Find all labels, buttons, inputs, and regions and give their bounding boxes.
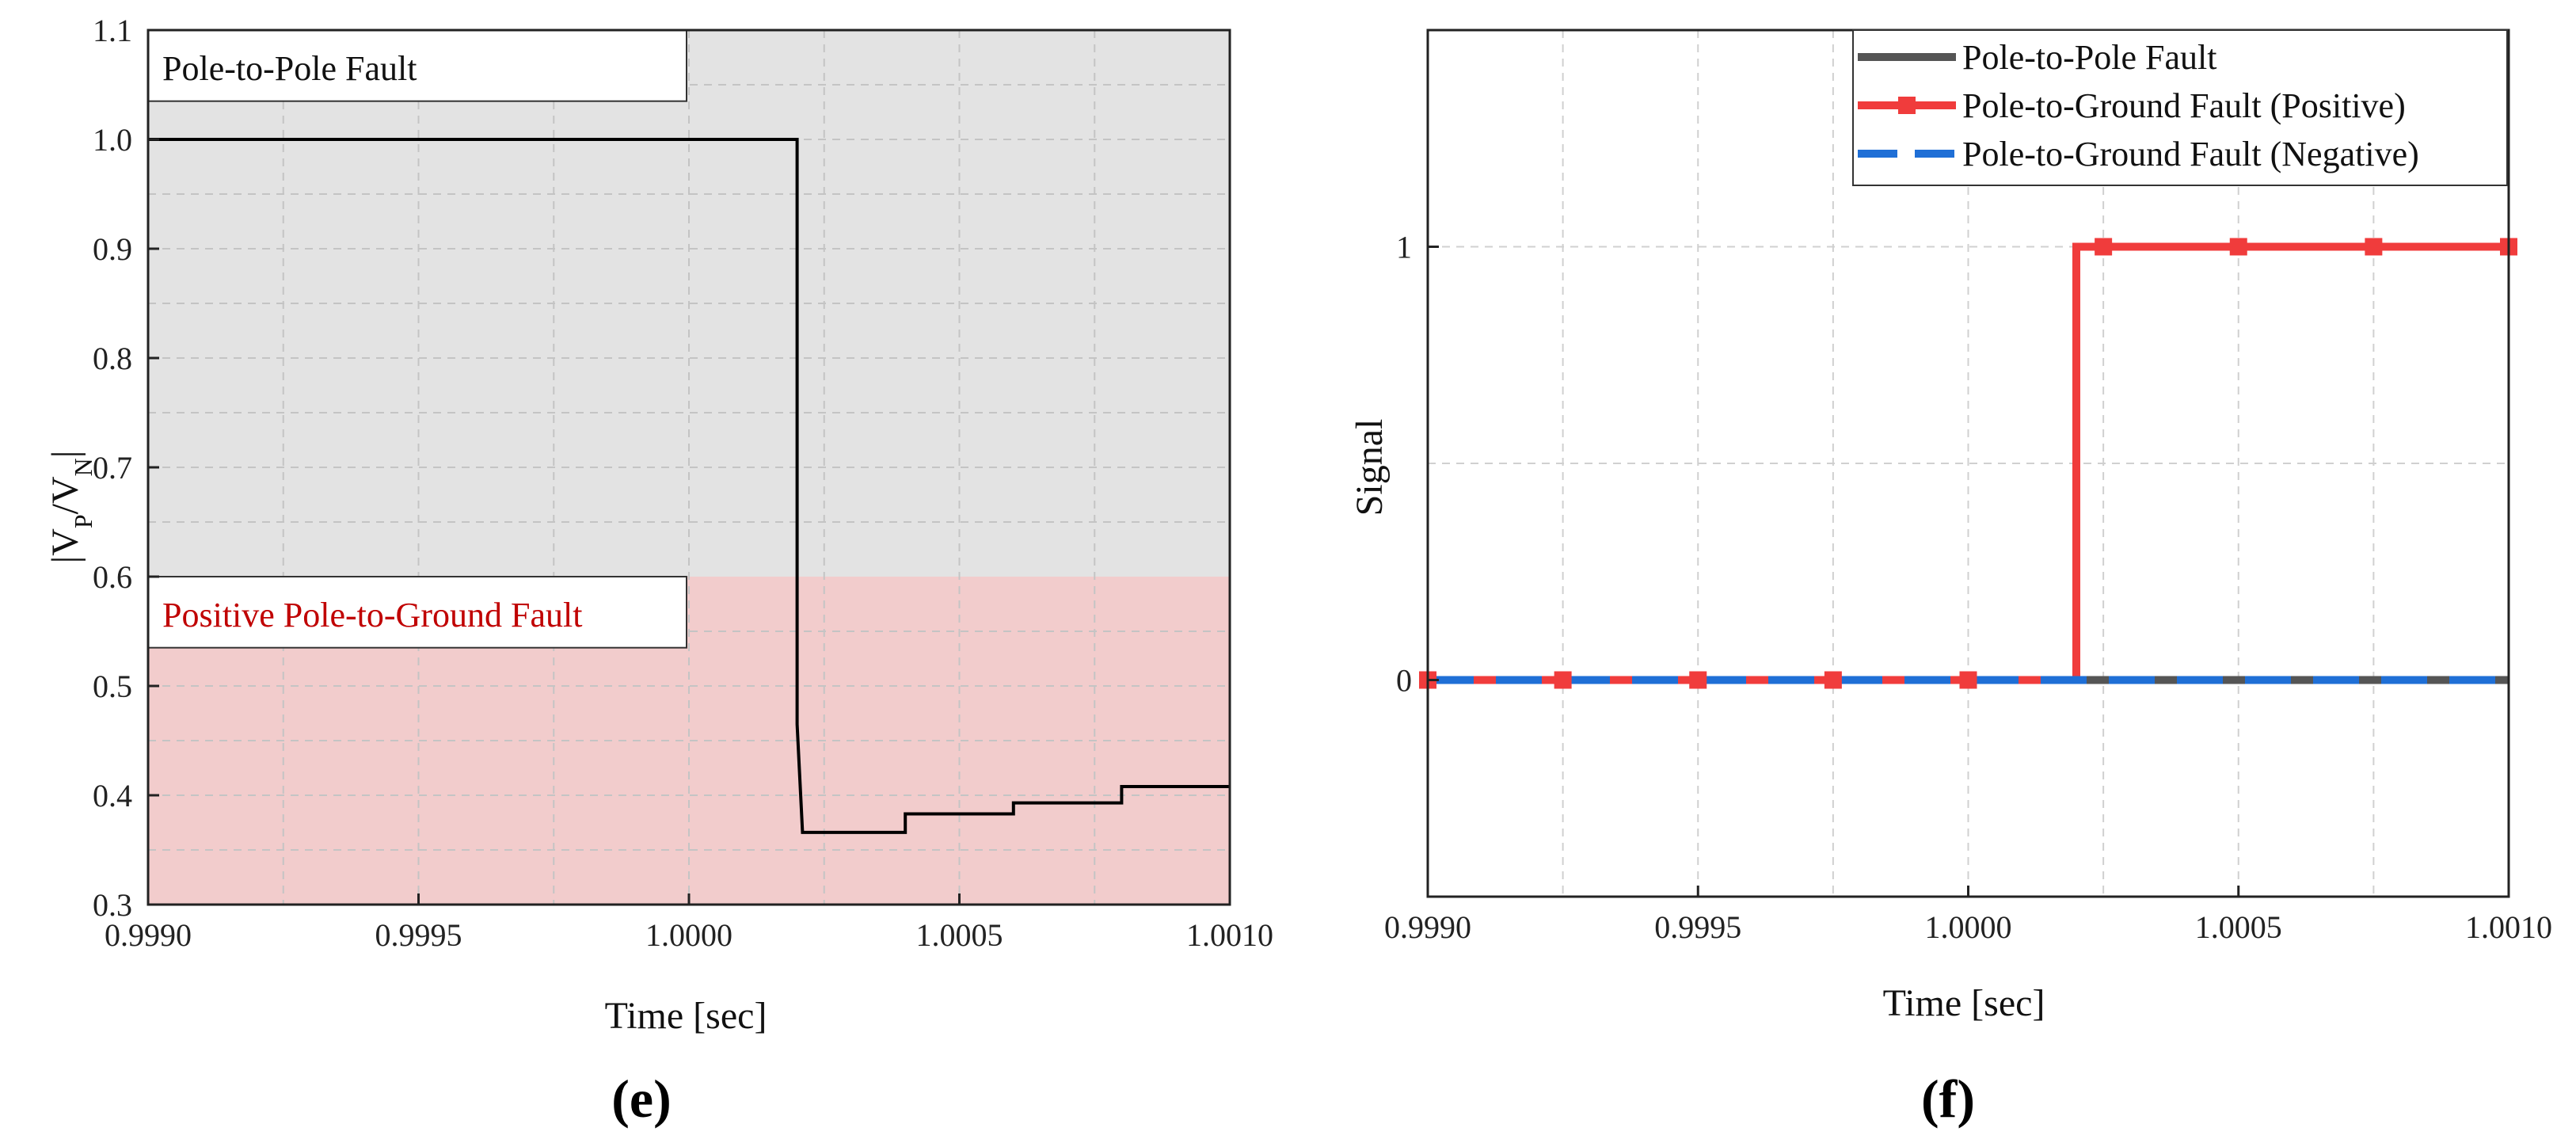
e-grid: [148, 30, 1230, 905]
f-y-axis-label: Signal: [1349, 419, 1391, 516]
e-y-tick-label: 0.6: [93, 559, 132, 595]
e-x-tick-label: 0.9990: [105, 917, 192, 953]
e-x-tick-label: 1.0000: [645, 917, 732, 953]
e-y-tick-label: 1.0: [93, 122, 132, 158]
e-y-tick-label: 0.5: [93, 669, 132, 704]
f-series-line-1: [1428, 242, 2509, 684]
f-series-marker-1: [1554, 671, 1572, 689]
f-series-marker-1: [2229, 238, 2247, 256]
e-y-ticks: 0.3 0.4 0.5 0.6 0.7 0.8 0.9 1.0 1.1: [93, 13, 159, 923]
f-legend-marker-1: [1898, 97, 1916, 114]
e-y-tick-label: 0.3: [93, 887, 132, 923]
e-region-label-1: Positive Pole-to-Ground Fault: [162, 596, 582, 634]
f-series-marker-1: [2095, 238, 2113, 256]
e-series-layer: [148, 138, 1230, 834]
e-region-label-box-1: [147, 576, 687, 649]
e-y-tick-label: 0.4: [93, 778, 132, 813]
f-x-ticks: 0.9990 0.9995 1.0000 1.0005 1.0010: [1384, 886, 2552, 945]
e-y-tick-label: 0.9: [93, 231, 132, 267]
e-y-tick-label: 1.1: [93, 13, 132, 48]
e-y-label-sub-n: N: [69, 458, 97, 476]
f-legend-label-1: Pole-to-Ground Fault (Positive): [1962, 86, 2406, 125]
panel-label-f: (f): [1921, 1069, 1975, 1129]
f-x-tick-label: 0.9995: [1654, 909, 1741, 945]
f-series-marker-1: [1689, 671, 1707, 689]
f-series-marker-1: [1824, 671, 1842, 689]
panel-f-chart: 0.9990 0.9995 1.0000 1.0005 1.0010 01 Time […: [1349, 29, 2552, 1129]
e-y-label-sub-p: P: [69, 514, 97, 528]
f-x-tick-label: 1.0005: [2195, 909, 2282, 945]
e-region-labels: Pole-to-Pole Fault Positive Pole-to-Groun…: [147, 29, 687, 649]
f-legend-label-2: Pole-to-Ground Fault (Negative): [1962, 135, 2419, 173]
f-legend: Pole-to-Pole Fault Pole-to-Ground Fault (…: [1852, 29, 2508, 186]
f-y-tick-label: 0: [1396, 663, 1412, 699]
e-y-tick-label: 0.7: [93, 450, 132, 486]
e-x-tick-label: 1.0005: [916, 917, 1003, 953]
f-legend-box: [1852, 29, 2508, 186]
f-legend-label-0: Pole-to-Pole Fault: [1962, 38, 2216, 77]
f-x-axis-label: Time [sec]: [1883, 982, 2045, 1024]
e-x-axis-label: Time [sec]: [605, 995, 767, 1037]
f-x-tick-label: 1.0000: [1925, 909, 2012, 945]
e-y-label-end: |: [44, 451, 86, 459]
e-x-tick-label: 0.9995: [375, 917, 462, 953]
e-region-label-0: Pole-to-Pole Fault: [162, 49, 417, 88]
f-x-tick-label: 0.9990: [1384, 909, 1471, 945]
e-y-tick-label: 0.8: [93, 341, 132, 376]
e-x-tick-label: 1.0010: [1186, 917, 1273, 953]
panel-label-e: (e): [611, 1069, 671, 1129]
f-series-layer: [1419, 238, 2517, 689]
panel-e-chart: Pole-to-Pole Fault Positive Pole-to-Groun…: [44, 13, 1273, 1129]
f-x-tick-label: 1.0010: [2465, 909, 2552, 945]
e-y-label-start: |V: [44, 528, 86, 564]
e-y-label-mid: /V: [44, 476, 86, 514]
e-x-ticks: 0.9990 0.9995 1.0000 1.0005 1.0010: [105, 893, 1273, 953]
f-y-tick-label: 1: [1396, 230, 1412, 265]
f-legend-items: Pole-to-Pole Fault Pole-to-Ground Fault (…: [1858, 38, 2419, 173]
f-series-marker-1: [2365, 238, 2383, 256]
e-series-line-0: [148, 138, 1230, 834]
f-y-ticks: 01: [1396, 230, 1439, 699]
e-y-axis-label: |VP/VN|: [44, 451, 97, 564]
f-series-marker-1: [1959, 671, 1977, 689]
